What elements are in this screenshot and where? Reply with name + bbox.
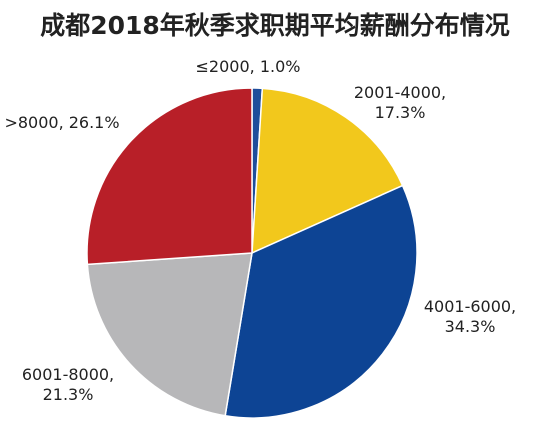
pie-slice-3 [224,184,418,419]
slice-label-2: 2001-4000, 17.3% [354,83,446,122]
slice-label-line: 21.3% [43,385,94,404]
slice-label-1: ≤2000, 1.0% [196,57,301,76]
slice-label-line: 34.3% [445,317,496,336]
slice-label-line: 6001-8000, [22,365,114,384]
pie-slice-2 [251,87,404,254]
slice-label-line: ≤2000, 1.0% [196,57,301,76]
slice-label-3: 4001-6000, 34.3% [424,297,516,336]
chart-title: 成都2018年秋季求职期平均薪酬分布情况 [40,11,510,40]
slice-label-line: 2001-4000, [354,83,446,102]
slice-labels: ≤2000, 1.0% 2001-4000, 17.3% 4001-6000, 34.3… [4,57,516,404]
slice-label-line: 17.3% [375,103,426,122]
pie-slice-5 [86,87,253,266]
slice-label-line: 4001-6000, [424,297,516,316]
slice-label-4: 6001-8000, 21.3% [22,365,114,404]
pie-slices [86,87,418,419]
slice-label-line: >8000, 26.1% [4,113,119,132]
slice-label-5: >8000, 26.1% [4,113,119,132]
pie-slice-4 [86,252,253,417]
